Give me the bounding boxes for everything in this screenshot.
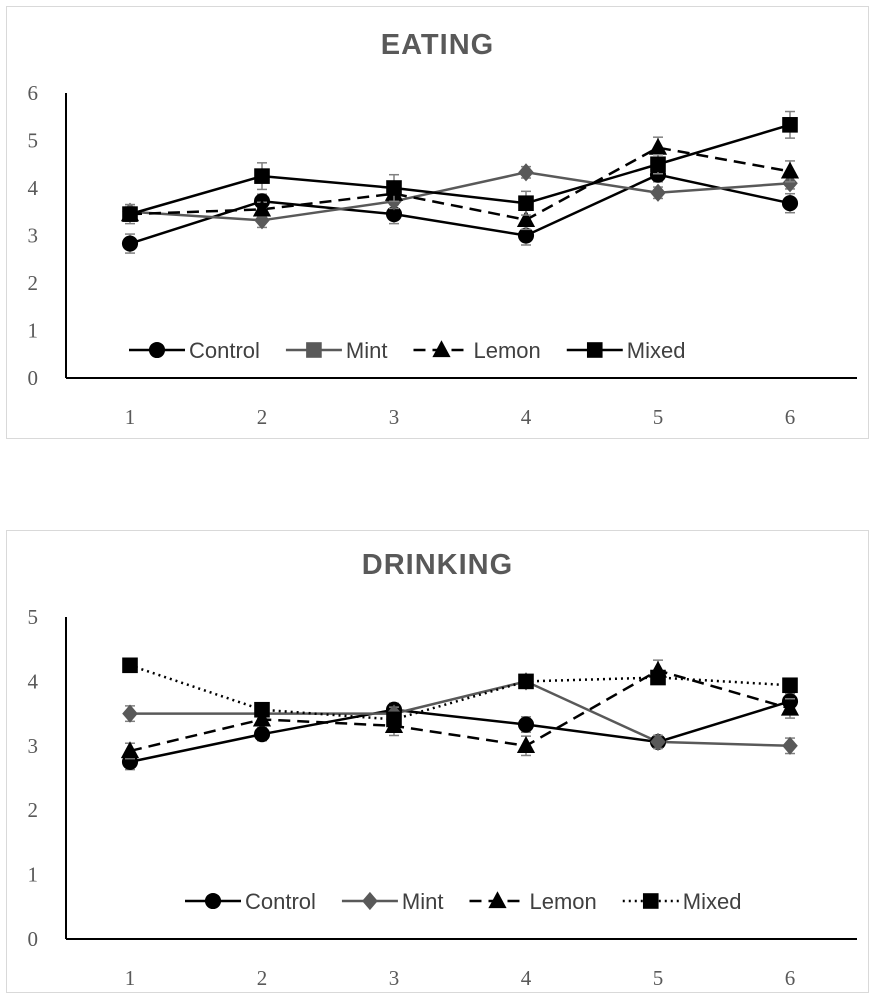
data-point-mint [782, 174, 798, 193]
series-line-mixed [129, 664, 791, 721]
drinking-chart: 0 1 2 3 4 5 1 2 3 4 5 6 Control Mint Lemon Mixed [28, 605, 857, 990]
series-line-mint [129, 171, 791, 222]
legend-marker-control [204, 892, 222, 910]
data-point-mint [518, 163, 534, 182]
series-line-lemon [129, 669, 791, 753]
data-point-mixed [254, 701, 270, 718]
data-point-lemon [780, 698, 800, 716]
y-tick-label: 4 [28, 176, 39, 200]
y-tick-label: 5 [28, 129, 39, 153]
y-tick-label: 3 [28, 734, 39, 758]
data-point-lemon [516, 210, 536, 227]
legend-marker-mint [306, 342, 322, 358]
y-tick-label: 5 [28, 605, 39, 629]
series-line-control [129, 173, 791, 245]
x-tick-label: 4 [521, 405, 532, 429]
legend-label: Mixed [683, 889, 742, 914]
data-point-control [517, 227, 535, 244]
data-point-mixed [386, 180, 402, 196]
legend-label: Control [245, 889, 316, 914]
legend-marker-lemon [488, 891, 507, 909]
data-point-lemon [516, 736, 536, 753]
x-tick-label: 1 [125, 966, 136, 990]
data-point-mixed [650, 669, 666, 686]
x-tick-label: 4 [521, 966, 532, 990]
data-point-control [121, 235, 139, 252]
x-tick-label: 3 [389, 405, 400, 429]
legend-marker-lemon [432, 340, 451, 358]
data-point-control [517, 716, 535, 733]
legend-label: Lemon [473, 338, 540, 363]
y-tick-label: 0 [28, 927, 39, 951]
data-point-lemon [252, 199, 272, 217]
y-tick-label: 2 [28, 798, 39, 822]
drinking-chart-panel: DRINKING 0 1 2 3 4 5 1 2 3 4 5 6 Control Mint Lemon Mix… [6, 530, 869, 993]
x-tick-label: 2 [257, 405, 268, 429]
x-tick-label: 2 [257, 966, 268, 990]
data-point-lemon [120, 741, 140, 759]
x-tick-label: 5 [653, 966, 664, 990]
x-tick-label: 5 [653, 405, 664, 429]
data-point-mixed [650, 156, 666, 173]
data-point-mint [650, 183, 666, 202]
chart-title: DRINKING [361, 549, 514, 581]
x-tick-label: 6 [785, 405, 796, 429]
data-point-mixed [122, 206, 138, 222]
y-tick-label: 4 [28, 669, 39, 693]
x-tick-label: 1 [125, 405, 136, 429]
data-point-mixed [782, 677, 798, 694]
x-tick-label: 3 [389, 966, 400, 990]
y-tick-label: 3 [28, 224, 39, 248]
series-line-control [129, 700, 791, 764]
chart-title: EATING [380, 29, 495, 61]
data-point-mixed [518, 673, 534, 690]
data-point-mixed [254, 168, 270, 184]
legend-label: Mint [402, 889, 444, 914]
y-tick-label: 1 [28, 319, 39, 343]
y-tick-label: 6 [28, 81, 39, 105]
legend-label: Mixed [627, 338, 686, 363]
legend-marker-mixed [642, 893, 659, 909]
x-tick-label: 6 [785, 966, 796, 990]
data-point-lemon [648, 137, 668, 155]
data-point-mixed [782, 117, 798, 133]
series-line-lemon [129, 146, 791, 222]
legend-label: Lemon [529, 889, 596, 914]
y-tick-label: 1 [28, 863, 39, 887]
series-line-mixed [129, 123, 791, 216]
y-tick-label: 2 [28, 271, 39, 295]
legend-marker-mint [362, 891, 378, 911]
data-point-mint [782, 736, 798, 755]
data-point-mixed [122, 657, 138, 674]
legend-label: Control [189, 338, 260, 363]
eating-chart-panel: EATING 0 1 2 3 4 5 6 1 2 3 4 5 6 Control Mint Lemon Mixe… [6, 6, 869, 439]
data-point-lemon [780, 161, 800, 179]
y-tick-label: 0 [28, 366, 39, 390]
data-point-mint [650, 732, 666, 752]
data-point-mixed [386, 711, 402, 728]
data-point-control [253, 726, 271, 743]
data-point-mixed [518, 195, 534, 211]
data-point-control [385, 206, 403, 223]
legend-marker-control [148, 341, 166, 359]
legend-label: Mint [346, 338, 388, 363]
data-point-lemon [252, 709, 272, 727]
eating-chart: 0 1 2 3 4 5 6 1 2 3 4 5 6 Control Mint Lemon Mixed [28, 81, 857, 429]
series-line-mint [130, 680, 791, 748]
legend-marker-mixed [586, 342, 603, 358]
data-point-control [781, 195, 799, 212]
data-point-mint [122, 704, 138, 723]
